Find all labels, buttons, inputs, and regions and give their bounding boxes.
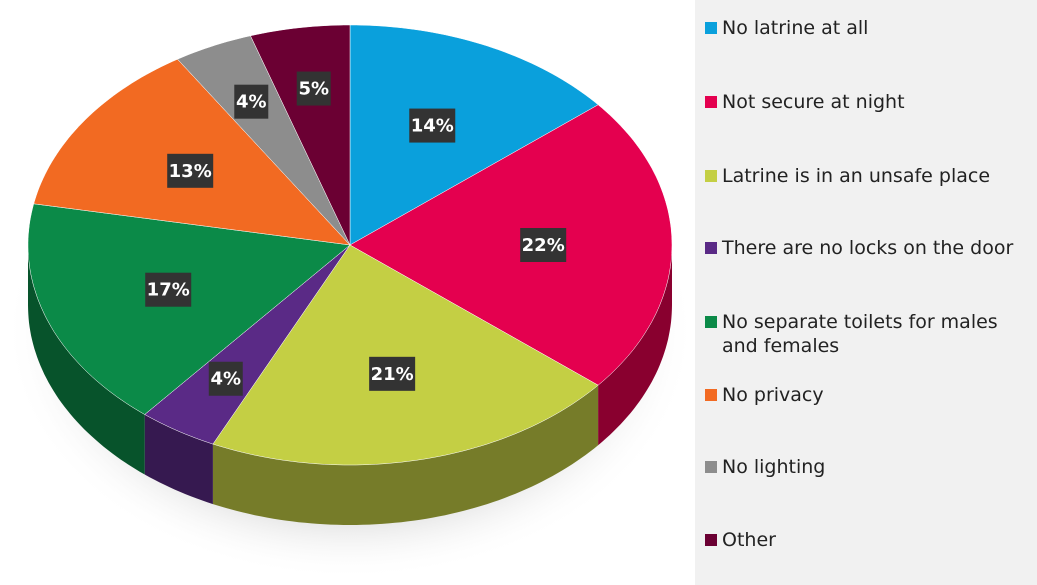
legend-label: No privacy (722, 384, 824, 406)
label-box (208, 361, 243, 396)
legend-swatch (705, 22, 717, 34)
legend-item: There are no locks on the door (705, 236, 1035, 260)
legend-swatch (705, 316, 717, 328)
legend-label: Not secure at night (722, 91, 905, 113)
data-label: 21% (371, 364, 414, 385)
pie-side (598, 245, 672, 446)
pie-slice (27, 203, 351, 415)
label-box (296, 71, 331, 106)
data-label: 4% (236, 92, 267, 113)
legend-swatch (705, 170, 717, 182)
legend-label: No separate toilets for males and female… (722, 311, 998, 357)
legend-label: Latrine is in an unsafe place (722, 165, 991, 187)
legend-label: Other (722, 529, 776, 551)
pie-slice (177, 35, 351, 246)
pie-side (212, 385, 599, 525)
pie-side (28, 245, 145, 475)
label-box (369, 356, 416, 391)
legend-item: No privacy (705, 383, 1035, 407)
pie-slice (33, 58, 351, 246)
legend-item: No latrine at all (705, 16, 1035, 40)
legend-swatch (705, 461, 717, 473)
label-box (520, 228, 567, 262)
legend-item: No separate toilets for males and female… (705, 310, 1035, 358)
label-box (167, 153, 214, 188)
label-box (409, 108, 456, 143)
pie-slice (212, 244, 599, 466)
label-box (234, 84, 269, 119)
legend-item: Not secure at night (705, 90, 1035, 114)
legend-swatch (705, 389, 717, 401)
pie-chart: 14% 22% 21% 4% 17% 13% 4% 5% (5, 24, 695, 580)
data-label: 5% (298, 79, 329, 100)
legend-item: Other (705, 528, 1035, 552)
legend-swatch (705, 96, 717, 108)
legend: No latrine at all Not secure at night Latr… (695, 0, 1037, 585)
legend-swatch (705, 242, 717, 254)
pie-slice (144, 244, 351, 445)
pie-side (144, 414, 213, 505)
legend-item: Latrine is in an unsafe place (705, 164, 1035, 188)
data-label: 13% (169, 161, 212, 182)
legend-label: No lighting (722, 456, 826, 478)
data-label: 22% (522, 235, 565, 256)
pie-slice (349, 24, 599, 246)
label-box (145, 272, 192, 307)
data-label: 4% (210, 369, 241, 390)
legend-item: No lighting (705, 455, 1035, 479)
legend-label: No latrine at all (722, 17, 869, 39)
data-label: 14% (411, 116, 454, 137)
pie-slice (349, 104, 673, 386)
legend-label: There are no locks on the door (722, 237, 1014, 259)
data-label: 17% (147, 280, 190, 301)
legend-swatch (705, 534, 717, 546)
